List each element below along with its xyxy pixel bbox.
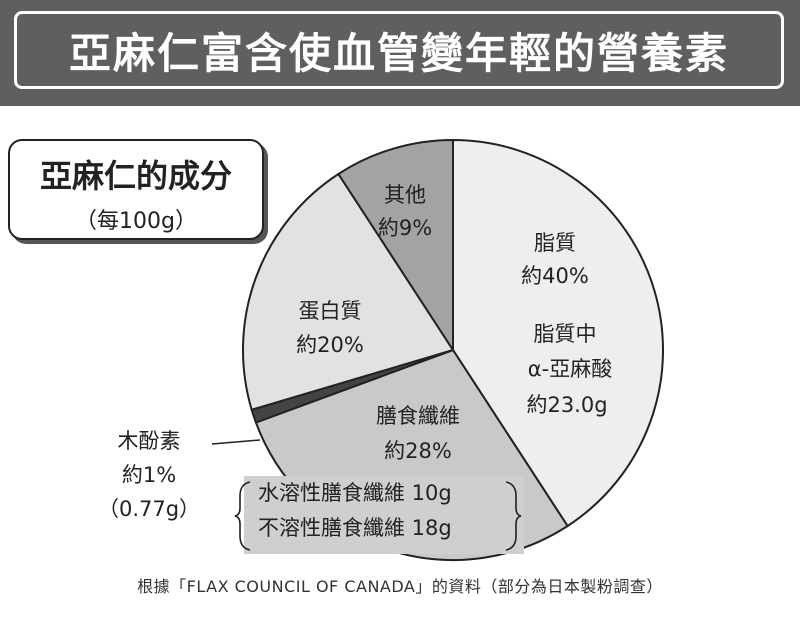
label-other-value: 約9% (378, 216, 432, 240)
pie-slice-4 (242, 172, 455, 411)
label-other-name: 其他 (384, 183, 426, 207)
label-fiber-detail-2: 不溶性膳食纖維 18g (258, 516, 452, 540)
source-note: 根據「FLAX COUNCIL OF CANADA」的資料（部分為日本製粉調查） (137, 577, 663, 596)
pie-slice-5 (337, 138, 454, 354)
lignan-name: 木酚素 (117, 429, 181, 453)
chart-subtitle: （每100g） (75, 209, 197, 234)
label-lipid-detail-2: α-亞麻酸 (528, 357, 612, 381)
lignan-detail: （0.77g） (97, 497, 201, 521)
label-lipid-name: 脂質 (534, 231, 576, 255)
chart-title: 亞麻仁的成分 (39, 157, 232, 195)
label-lipid-detail-1: 脂質中 (534, 322, 597, 346)
fiber-detail-right-brace (505, 481, 522, 551)
header-frame: 亞麻仁富含使血管變年輕的營養素 (14, 11, 784, 89)
label-lipid-detail-3: 約23.0g (526, 393, 607, 417)
label-fiber-detail-1: 水溶性膳食纖維 10g (258, 481, 452, 505)
label-protein-value: 約20% (296, 333, 364, 357)
label-fiber-value: 約28% (384, 439, 452, 463)
label-lipid-value: 約40% (521, 264, 589, 288)
chart-title-box: 亞麻仁的成分 （每100g） (8, 139, 264, 240)
pie-labels: 其他 約9% 脂質 約40% 脂質中 α-亞麻酸 約23.0g 蛋白質 約20%… (258, 183, 612, 540)
lignan-label: 木酚素 約1% （0.77g） (84, 424, 214, 526)
fiber-detail-left-brace (234, 481, 251, 551)
label-protein-name: 蛋白質 (299, 299, 362, 323)
fiber-detail-highlight (244, 476, 524, 554)
page-title: 亞麻仁富含使血管變年輕的營養素 (68, 28, 729, 78)
label-fiber-name: 膳食纖維 (376, 404, 460, 428)
lignan-leader-line (211, 439, 261, 445)
header-banner: 亞麻仁富含使血管變年輕的營養素 (0, 0, 800, 106)
lignan-value: 約1% (121, 463, 177, 487)
